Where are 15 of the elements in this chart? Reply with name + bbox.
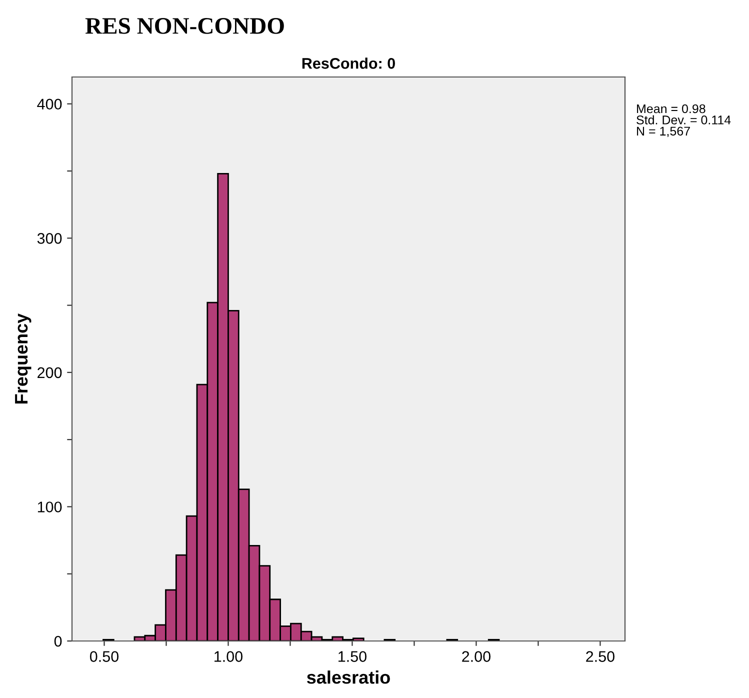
chart-subtitle: ResCondo: 0 bbox=[302, 58, 395, 69]
x-tick-label: 0.50 bbox=[90, 651, 119, 662]
x-tick-label: 1.00 bbox=[214, 651, 242, 662]
x-tick-label: 1.50 bbox=[338, 651, 366, 662]
y-tick-label: 300 bbox=[37, 233, 62, 244]
chart-title: RES NON-CONDO bbox=[85, 18, 284, 34]
y-axis-title: Frequency bbox=[15, 313, 32, 404]
x-axis-title: salesratio bbox=[306, 670, 390, 684]
y-tick-label: 0 bbox=[54, 636, 62, 647]
x-tick-label: 2.50 bbox=[586, 651, 614, 662]
y-tick-label: 200 bbox=[38, 367, 62, 378]
text: Mean = 0.98 Std. Dev. = 0.114 N = 1,567 bbox=[636, 104, 731, 138]
y-tick-label: 100 bbox=[38, 502, 62, 512]
y-tick-label: 400 bbox=[37, 98, 62, 110]
x-tick-label: 2.00 bbox=[462, 651, 490, 662]
